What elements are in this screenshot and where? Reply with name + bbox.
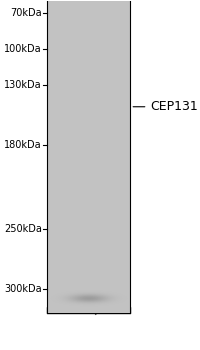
Text: 250kDa: 250kDa	[4, 224, 42, 234]
Text: 70kDa: 70kDa	[10, 8, 42, 18]
Text: CEP131: CEP131	[132, 100, 197, 113]
Text: 300kDa: 300kDa	[4, 284, 42, 294]
Text: 180kDa: 180kDa	[4, 140, 42, 150]
Text: HeLa: HeLa	[74, 285, 103, 319]
Text: 130kDa: 130kDa	[4, 80, 42, 90]
Text: 100kDa: 100kDa	[4, 44, 42, 54]
